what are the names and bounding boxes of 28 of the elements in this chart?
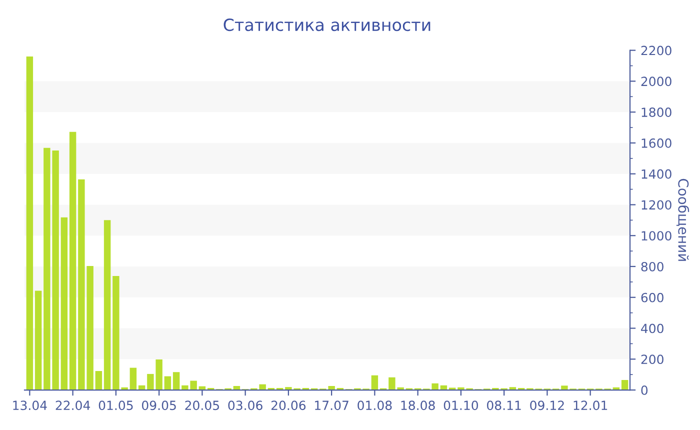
y-tick-label: 1600 bbox=[642, 138, 672, 148]
x-tick-label: 08.11 bbox=[487, 400, 521, 410]
x-tick-label: 12.01 bbox=[574, 400, 608, 410]
x-tick-label: 01.05 bbox=[98, 400, 133, 410]
y-tick-label: 400 bbox=[641, 324, 664, 334]
x-tick-label: 01.08 bbox=[358, 400, 392, 410]
x-tick-label: 09.12 bbox=[530, 400, 564, 410]
x-tick-label: 18.08 bbox=[401, 400, 435, 410]
y-tick-label: 2200 bbox=[641, 46, 672, 56]
y-tick-label: 600 bbox=[641, 292, 664, 302]
x-tick-label: 01.10 bbox=[444, 400, 478, 410]
y-axis-title: Сообщений bbox=[676, 178, 690, 261]
x-tick-label: 09.05 bbox=[142, 400, 176, 410]
y-tick-label: 1000 bbox=[642, 231, 672, 241]
y-tick-label: 200 bbox=[641, 354, 664, 364]
y-tick-label: 1800 bbox=[642, 108, 672, 117]
x-tick-label: 20.06 bbox=[271, 400, 306, 410]
y-tick-label: 1200 bbox=[642, 200, 672, 210]
y-tick-label: 1400 bbox=[642, 169, 672, 179]
x-tick-label: 22.04 bbox=[56, 400, 90, 410]
y-tick-label: 0 bbox=[641, 385, 648, 395]
x-tick-label: 20.05 bbox=[185, 400, 219, 410]
y-tick-label: 800 bbox=[641, 262, 664, 272]
y-tick-label: 2000 bbox=[641, 76, 672, 86]
chart-title: Статистика активности bbox=[224, 18, 430, 32]
x-tick-label: 17.07 bbox=[315, 400, 348, 410]
x-tick-label: 13.04 bbox=[13, 400, 47, 410]
x-tick-label: 03.06 bbox=[228, 400, 262, 410]
